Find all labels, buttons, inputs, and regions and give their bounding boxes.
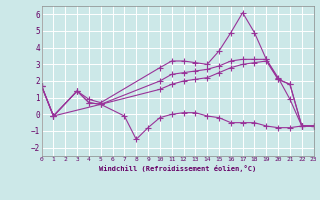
X-axis label: Windchill (Refroidissement éolien,°C): Windchill (Refroidissement éolien,°C) — [99, 165, 256, 172]
